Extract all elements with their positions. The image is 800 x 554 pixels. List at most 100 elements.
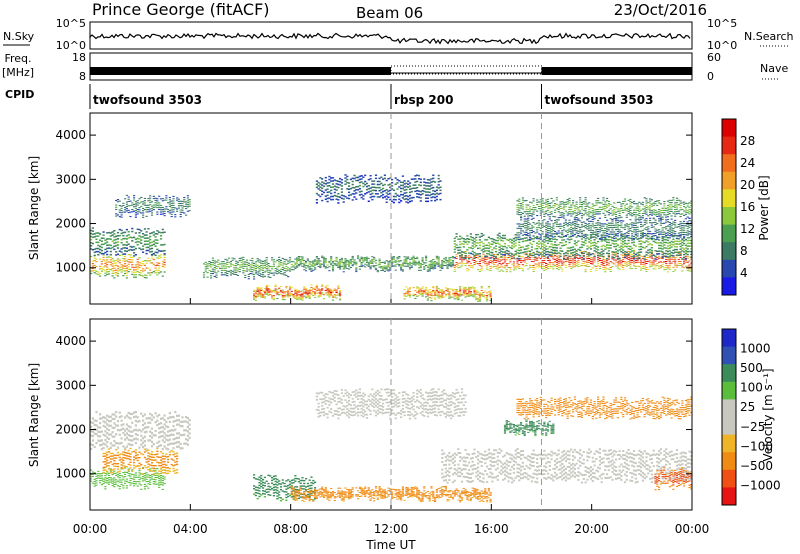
power-cell <box>654 266 657 268</box>
power-cell <box>432 259 435 260</box>
power-cell <box>163 250 166 252</box>
power-cell <box>432 291 435 293</box>
power-cell <box>546 260 550 261</box>
power-cell <box>91 263 94 265</box>
power-cell <box>353 190 356 192</box>
power-cell <box>140 274 143 276</box>
power-cell <box>537 220 541 222</box>
power-cell <box>550 262 553 264</box>
power-cell <box>163 210 166 212</box>
power-cell <box>400 264 403 266</box>
power-cell <box>647 238 650 240</box>
power-cell <box>570 226 573 228</box>
power-cell <box>319 195 322 198</box>
power-cell <box>287 291 290 293</box>
power-cell <box>586 262 589 264</box>
power-cell <box>525 208 528 210</box>
power-cell <box>220 269 223 271</box>
power-cell <box>274 285 277 287</box>
power-cell <box>677 210 680 212</box>
power-cell <box>604 265 607 267</box>
power-cell <box>432 287 435 289</box>
power-cell <box>380 176 383 178</box>
power-cell <box>145 207 148 209</box>
power-cell <box>557 267 560 269</box>
power-cell <box>244 261 247 263</box>
power-cell <box>532 265 535 267</box>
power-cell <box>107 231 111 234</box>
power-cell <box>158 265 161 267</box>
power-cell <box>134 266 137 268</box>
power-cell <box>674 251 677 253</box>
power-cell <box>425 292 428 294</box>
power-cell <box>288 261 292 263</box>
power-cell <box>102 269 105 271</box>
power-cell <box>400 265 403 267</box>
power-cell <box>301 256 304 258</box>
power-cell <box>330 262 333 264</box>
power-cell <box>256 293 259 295</box>
power-cell <box>593 255 596 257</box>
power-cell <box>598 222 601 224</box>
power-cell <box>484 290 487 292</box>
power-cell <box>679 257 682 258</box>
power-cell <box>634 234 637 236</box>
power-cell <box>561 268 564 270</box>
power-cell <box>459 241 462 243</box>
power-cell <box>90 268 93 270</box>
power-cell <box>477 233 480 236</box>
power-cell <box>627 239 630 242</box>
power-cell <box>552 223 555 225</box>
power-cell <box>224 265 227 267</box>
power-cell <box>570 229 573 231</box>
power-cell <box>543 241 546 243</box>
power-cell <box>634 214 637 216</box>
power-cell <box>335 294 338 296</box>
power-cell <box>507 267 510 268</box>
power-cell <box>665 221 668 223</box>
power-cell <box>133 269 136 271</box>
power-cell <box>312 261 315 263</box>
power-cell <box>554 249 557 251</box>
power-cell <box>348 263 351 265</box>
power-cell <box>584 265 587 267</box>
power-cell <box>432 265 435 267</box>
power-cell <box>303 293 306 294</box>
power-cell <box>600 227 603 229</box>
power-cell <box>498 270 501 272</box>
power-cell <box>686 212 689 214</box>
power-cell <box>450 256 453 258</box>
power-cell <box>563 206 566 208</box>
power-cell <box>326 197 329 200</box>
power-cell <box>258 266 261 268</box>
power-cell <box>580 212 584 214</box>
power-cell <box>622 267 625 269</box>
power-cell <box>142 210 145 212</box>
power-cell <box>437 297 440 299</box>
power-cell <box>288 270 292 272</box>
power-cell <box>502 240 505 242</box>
power-cell <box>258 261 261 263</box>
power-cell <box>611 233 614 235</box>
power-cell <box>324 289 327 291</box>
power-cell <box>459 290 462 292</box>
power-cell <box>641 225 644 227</box>
power-cell <box>453 294 456 296</box>
power-cell <box>613 218 616 220</box>
power-cell <box>634 207 637 209</box>
power-cell <box>299 296 302 298</box>
power-cell <box>136 270 139 273</box>
power-cell <box>618 220 621 222</box>
power-cell <box>663 214 666 216</box>
power-cell <box>407 198 410 201</box>
power-cell <box>210 270 213 272</box>
power-cell <box>339 297 342 299</box>
power-cell <box>536 222 539 224</box>
power-cell <box>615 255 618 257</box>
power-cell <box>392 201 395 204</box>
power-cell <box>408 296 412 298</box>
power-cell <box>152 254 155 256</box>
power-cell <box>591 267 594 269</box>
power-cell <box>679 253 682 254</box>
power-cell <box>365 188 369 191</box>
